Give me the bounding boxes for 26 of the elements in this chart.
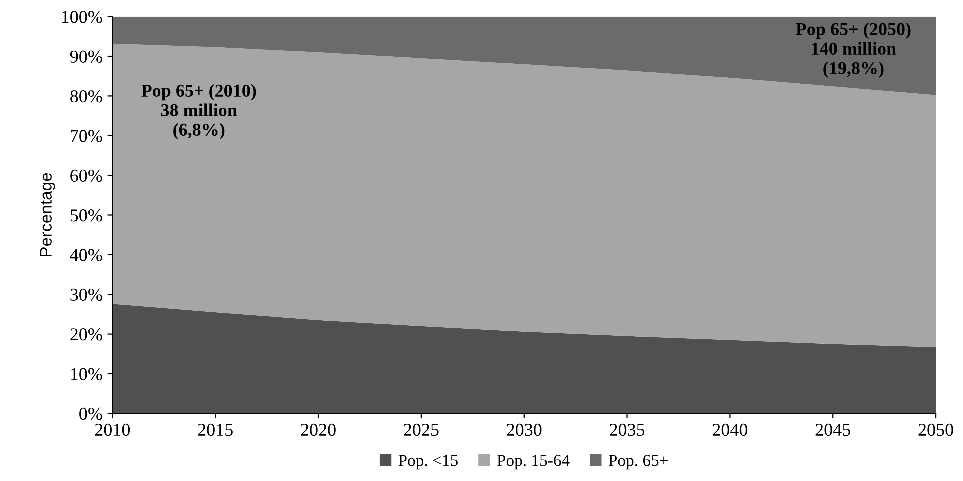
annotation: Pop 65+ (2010) 38 million (6,8%) bbox=[142, 84, 256, 140]
y-tick-label: 10% bbox=[71, 368, 102, 380]
x-tick-label: 2015 bbox=[198, 424, 233, 436]
legend-label: Pop. 65+ bbox=[608, 455, 668, 470]
y-tick-label: 80% bbox=[70, 90, 102, 103]
x-tick-label: 2040 bbox=[712, 424, 748, 436]
x-tick-label: 2030 bbox=[507, 424, 542, 436]
legend-label: Pop. <15 bbox=[398, 455, 458, 470]
legend-label: Pop. 15-64 bbox=[497, 455, 570, 470]
y-axis-title: Percentage bbox=[40, 173, 56, 256]
y-tick-label: 60% bbox=[70, 170, 102, 182]
x-tick-label: 2045 bbox=[816, 424, 850, 436]
x-tick-label: 2050 bbox=[918, 424, 954, 436]
y-tick-label: 100% bbox=[62, 11, 102, 24]
y-tick-label: 70% bbox=[71, 130, 102, 142]
y-tick-label: 50% bbox=[70, 210, 102, 222]
y-tick-label: 90% bbox=[70, 50, 102, 64]
y-tick-label: 0% bbox=[80, 408, 102, 420]
x-tick-label: 2025 bbox=[404, 424, 439, 436]
y-tick-label: 30% bbox=[70, 288, 102, 302]
y-tick-label: 20% bbox=[70, 328, 102, 341]
y-tick-label: 40% bbox=[70, 249, 102, 262]
annotation: Pop 65+ (2050) 140 million (19,8%) bbox=[796, 22, 911, 78]
x-tick-label: 2035 bbox=[610, 424, 645, 436]
x-tick-label: 2020 bbox=[301, 424, 336, 436]
x-tick-label: 2010 bbox=[95, 424, 130, 436]
